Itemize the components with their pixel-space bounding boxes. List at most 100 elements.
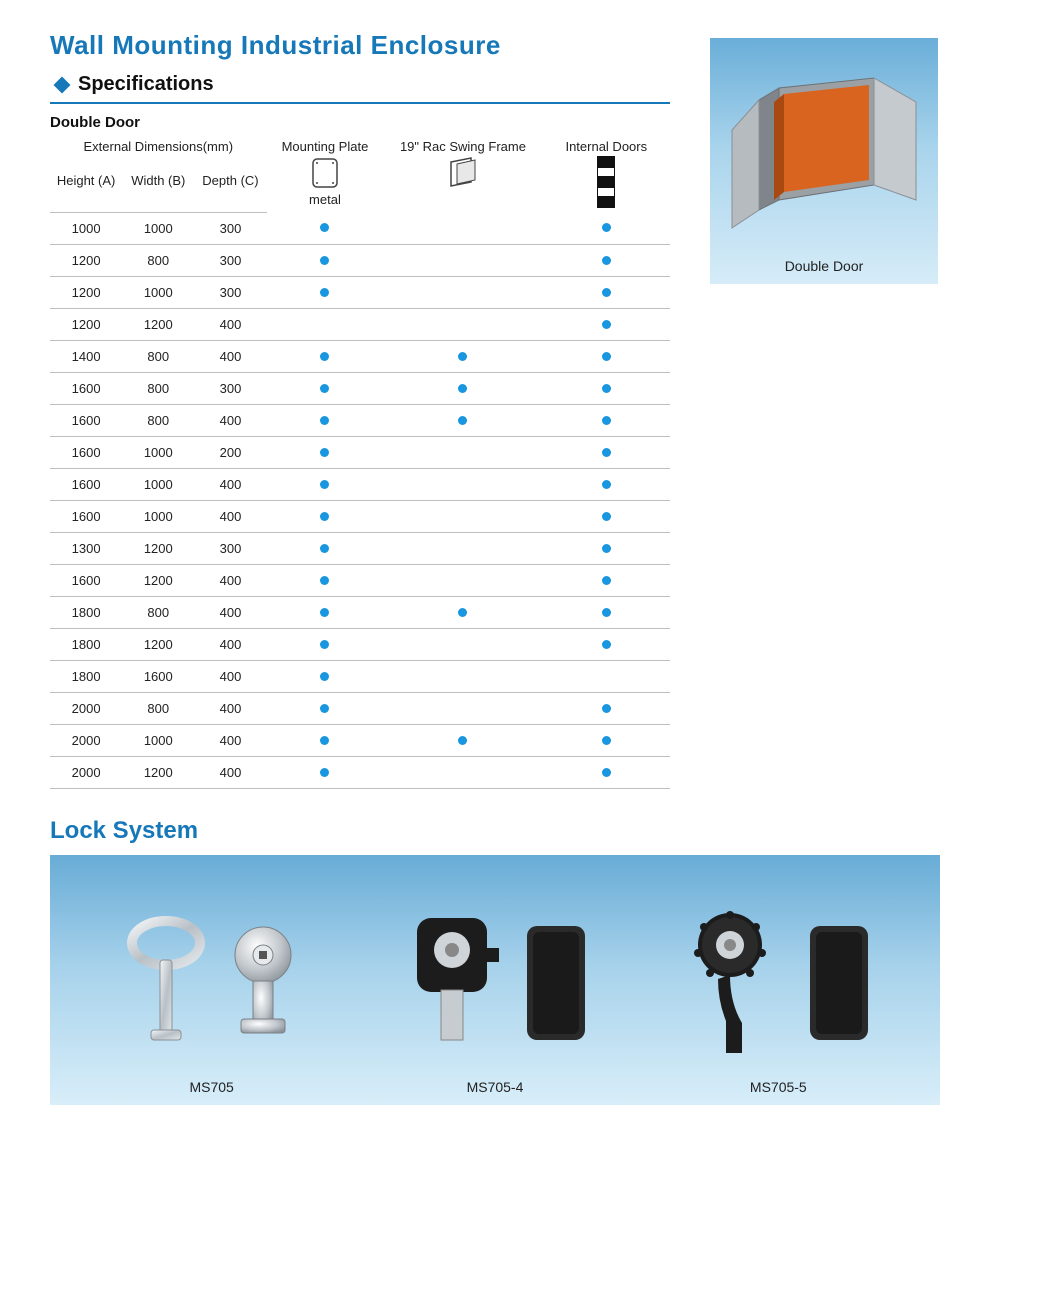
cell-dot xyxy=(267,436,384,468)
col-mounting-plate-sub: metal xyxy=(309,192,341,207)
cell: 1300 xyxy=(50,532,122,564)
cell: 300 xyxy=(194,372,266,404)
dot-icon xyxy=(602,223,611,232)
cell-dot xyxy=(543,372,670,404)
col-group-dimensions: External Dimensions(mm) xyxy=(50,137,267,171)
rac-frame-icon xyxy=(445,156,481,190)
cell-dot xyxy=(543,468,670,500)
page-title: Wall Mounting Industrial Enclosure xyxy=(50,30,670,61)
cell-dot xyxy=(543,244,670,276)
dot-icon xyxy=(602,352,611,361)
cell: 300 xyxy=(194,212,266,244)
table-row: 18001600400 xyxy=(50,660,670,692)
dot-icon xyxy=(458,608,467,617)
cell: 1600 xyxy=(122,660,194,692)
dot-icon xyxy=(320,352,329,361)
lock-item-ms705-5: MS705-5 xyxy=(648,893,908,1095)
dot-icon xyxy=(320,768,329,777)
dot-icon xyxy=(602,416,611,425)
dot-icon xyxy=(602,384,611,393)
col-internal-doors: Internal Doors xyxy=(543,137,670,212)
cell-empty xyxy=(383,244,542,276)
cell-empty xyxy=(383,692,542,724)
dot-icon xyxy=(320,640,329,649)
cell: 2000 xyxy=(50,756,122,788)
double-door-enclosure-icon xyxy=(724,60,924,240)
col-rac-label: 19" Rac Swing Frame xyxy=(400,139,526,154)
knob-lock-icon xyxy=(682,903,792,1063)
cell: 400 xyxy=(194,628,266,660)
dot-icon xyxy=(320,608,329,617)
dot-icon xyxy=(602,544,611,553)
cell: 1200 xyxy=(50,244,122,276)
dot-icon xyxy=(320,544,329,553)
dot-icon xyxy=(602,736,611,745)
cell: 800 xyxy=(122,596,194,628)
table-row: 1200800300 xyxy=(50,244,670,276)
cell: 1200 xyxy=(50,276,122,308)
spec-title: Specifications xyxy=(78,73,214,96)
cell: 400 xyxy=(194,660,266,692)
cell-dot xyxy=(543,308,670,340)
internal-doors-icon xyxy=(547,156,666,208)
cell-dot xyxy=(267,628,384,660)
cell-empty xyxy=(383,436,542,468)
dot-icon xyxy=(602,640,611,649)
cell-empty xyxy=(383,756,542,788)
table-row: 16001000400 xyxy=(50,500,670,532)
product-card: Double Door xyxy=(710,38,938,284)
cell-dot xyxy=(383,340,542,372)
cell-dot xyxy=(267,404,384,436)
table-row: 18001200400 xyxy=(50,628,670,660)
cell: 400 xyxy=(194,564,266,596)
main-column: Wall Mounting Industrial Enclosure Speci… xyxy=(50,30,670,789)
cell-empty xyxy=(383,500,542,532)
cell: 400 xyxy=(194,724,266,756)
cell-dot xyxy=(543,564,670,596)
specifications-table: External Dimensions(mm) Mounting Plate m… xyxy=(50,137,670,789)
cell-empty xyxy=(543,660,670,692)
cell-dot xyxy=(543,404,670,436)
cell: 1800 xyxy=(50,628,122,660)
dot-icon xyxy=(602,512,611,521)
cell: 1600 xyxy=(50,564,122,596)
dot-icon xyxy=(320,672,329,681)
cell-dot xyxy=(543,436,670,468)
table-row: 20001200400 xyxy=(50,756,670,788)
dot-icon xyxy=(320,480,329,489)
cell: 1000 xyxy=(122,212,194,244)
mounting-plate-icon xyxy=(310,156,340,190)
dot-icon xyxy=(602,576,611,585)
cell-dot xyxy=(543,756,670,788)
dot-icon xyxy=(320,736,329,745)
cell: 1000 xyxy=(50,212,122,244)
table-row: 13001200300 xyxy=(50,532,670,564)
cell: 400 xyxy=(194,404,266,436)
spec-header: Specifications xyxy=(50,73,670,104)
cell: 1000 xyxy=(122,468,194,500)
lock-system-panel: MS705 MS705-4 xyxy=(50,855,940,1105)
cell: 1200 xyxy=(122,308,194,340)
cell: 1200 xyxy=(122,756,194,788)
cell-dot xyxy=(543,340,670,372)
col-width: Width (B) xyxy=(122,171,194,212)
dot-icon xyxy=(602,448,611,457)
cell: 1000 xyxy=(122,500,194,532)
aside-column: Double Door xyxy=(710,38,938,284)
cell-dot xyxy=(267,660,384,692)
table-row: 12001000300 xyxy=(50,276,670,308)
cell: 400 xyxy=(194,692,266,724)
cell-dot xyxy=(267,564,384,596)
cell: 400 xyxy=(194,468,266,500)
cell-dot xyxy=(267,724,384,756)
cell-dot xyxy=(267,244,384,276)
table-row: 10001000300 xyxy=(50,212,670,244)
cell-dot xyxy=(383,596,542,628)
cell: 400 xyxy=(194,756,266,788)
cell: 300 xyxy=(194,244,266,276)
enclosure-illustration xyxy=(722,50,926,250)
dot-icon xyxy=(458,736,467,745)
table-row: 1800800400 xyxy=(50,596,670,628)
dot-icon xyxy=(320,512,329,521)
cell: 1600 xyxy=(50,500,122,532)
